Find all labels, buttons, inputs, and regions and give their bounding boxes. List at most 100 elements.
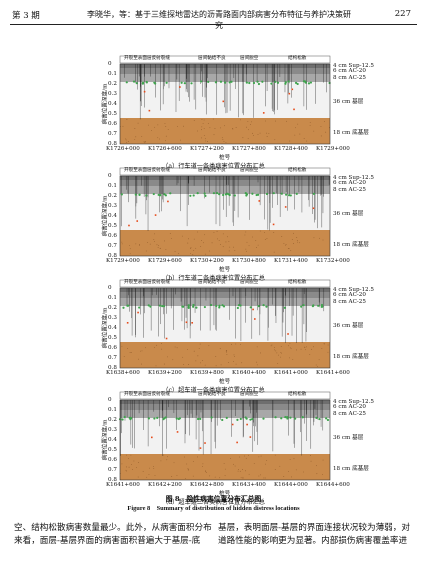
texture-dot: [218, 239, 220, 241]
texture-dot: [304, 349, 306, 351]
texture-dot: [155, 365, 157, 367]
texture-dot: [137, 476, 139, 478]
texture-dot: [299, 242, 301, 244]
x-tick-label: K1726+600: [148, 146, 182, 152]
texture-dot: [280, 356, 282, 358]
texture-dot: [205, 253, 206, 255]
x-tick-label: K1726+000: [106, 146, 140, 152]
bond-defect-marker: [326, 418, 330, 422]
texture-dot: [292, 358, 294, 360]
texture-dot: [325, 131, 327, 133]
bond-defect-marker: [212, 192, 216, 195]
texture-dot: [159, 247, 161, 249]
texture-dot: [137, 122, 139, 124]
bond-defect-marker: [203, 192, 206, 195]
bond-defect-marker: [284, 416, 287, 419]
body-line: 基层，表明面层-基层的界面连接状况较为薄弱，对: [218, 523, 410, 533]
texture-dot: [144, 141, 146, 142]
bond-defect-marker: [287, 194, 291, 197]
x-tick-label: K1731+400: [274, 258, 308, 264]
y-tick-label: 0.6: [108, 121, 117, 127]
legend-item: 结构松散: [288, 56, 307, 61]
bond-defect-marker: [312, 192, 316, 195]
texture-dot: [275, 350, 277, 352]
texture-dot: [134, 128, 136, 129]
legend-item: 层间黏结不良: [198, 56, 226, 61]
texture-dot: [291, 239, 293, 240]
bond-defect-marker: [121, 418, 124, 421]
texture-dot: [154, 475, 156, 477]
bond-defect-marker: [189, 194, 192, 197]
loose-structure-marker: [293, 108, 295, 111]
texture-dot: [157, 247, 159, 248]
texture-dot: [133, 460, 135, 462]
y-tick-label: 0.4: [108, 325, 117, 331]
texture-dot: [197, 355, 199, 357]
texture-dot: [233, 246, 235, 248]
loose-structure-marker: [128, 224, 130, 227]
texture-dot: [196, 456, 198, 458]
texture-dot: [197, 231, 199, 233]
bond-defect-marker: [158, 304, 162, 307]
texture-dot: [215, 365, 217, 367]
texture-dot: [187, 242, 189, 244]
bond-defect-marker: [126, 304, 129, 307]
texture-dot: [220, 127, 221, 129]
layer-label: 6 cm AC-20: [333, 292, 366, 298]
bond-defect-marker: [218, 306, 221, 309]
texture-dot: [252, 132, 253, 134]
layer-label: 18 cm 底基层: [333, 354, 369, 360]
loose-structure-marker: [151, 436, 153, 439]
texture-dot: [311, 348, 312, 350]
texture-dot: [281, 352, 282, 354]
legend-item: 开裂至表面层反射裂缝: [124, 168, 170, 173]
bond-defect-marker: [325, 417, 328, 420]
bond-defect-marker: [196, 417, 200, 421]
texture-dot: [171, 476, 173, 477]
x-tick-label: K1644+000: [274, 482, 308, 488]
texture-dot: [288, 345, 290, 347]
loose-structure-marker: [199, 447, 202, 449]
bond-defect-marker: [226, 192, 229, 195]
subfigure-caption: （a）行车道一各类病害位置分布汇总: [162, 163, 265, 170]
texture-dot: [256, 346, 258, 348]
texture-dot: [165, 126, 167, 127]
x-tick-label: K1729+600: [148, 258, 182, 264]
texture-dot: [283, 476, 285, 477]
texture-dot: [240, 477, 242, 479]
bond-defect-marker: [215, 304, 218, 308]
texture-dot: [290, 348, 292, 350]
texture-dot: [190, 247, 192, 248]
texture-dot: [234, 465, 236, 467]
texture-dot: [246, 241, 248, 243]
legend-item: 层间脱空: [240, 280, 259, 285]
texture-dot: [222, 233, 224, 235]
texture-dot: [228, 362, 229, 363]
layer-band-2: [120, 68, 330, 74]
texture-dot: [145, 250, 147, 252]
texture-dot: [324, 121, 326, 122]
texture-dot: [148, 467, 150, 469]
bond-defect-marker: [257, 305, 260, 308]
bond-defect-marker: [301, 416, 304, 419]
bond-defect-marker: [120, 193, 123, 196]
layer-label: 6 cm AC-20: [333, 404, 366, 410]
bond-defect-marker: [315, 416, 318, 419]
texture-dot: [278, 354, 279, 356]
texture-dot: [213, 134, 215, 136]
bond-defect-marker: [221, 418, 224, 422]
texture-dot: [190, 248, 192, 249]
texture-dot: [131, 352, 132, 353]
bond-defect-marker: [218, 304, 221, 307]
texture-dot: [240, 119, 241, 121]
x-axis-title: 桩号: [219, 379, 231, 385]
texture-dot: [200, 246, 202, 248]
issue-number: 第 3 期: [12, 11, 40, 21]
x-tick-label: K1730+800: [232, 258, 266, 264]
texture-dot: [244, 470, 246, 472]
y-tick-label: 0: [108, 285, 112, 291]
plot-frame: [119, 63, 331, 145]
texture-dot: [235, 127, 237, 128]
layer-label: 4 cm Sup-12.5: [333, 399, 374, 405]
texture-dot: [207, 123, 209, 124]
